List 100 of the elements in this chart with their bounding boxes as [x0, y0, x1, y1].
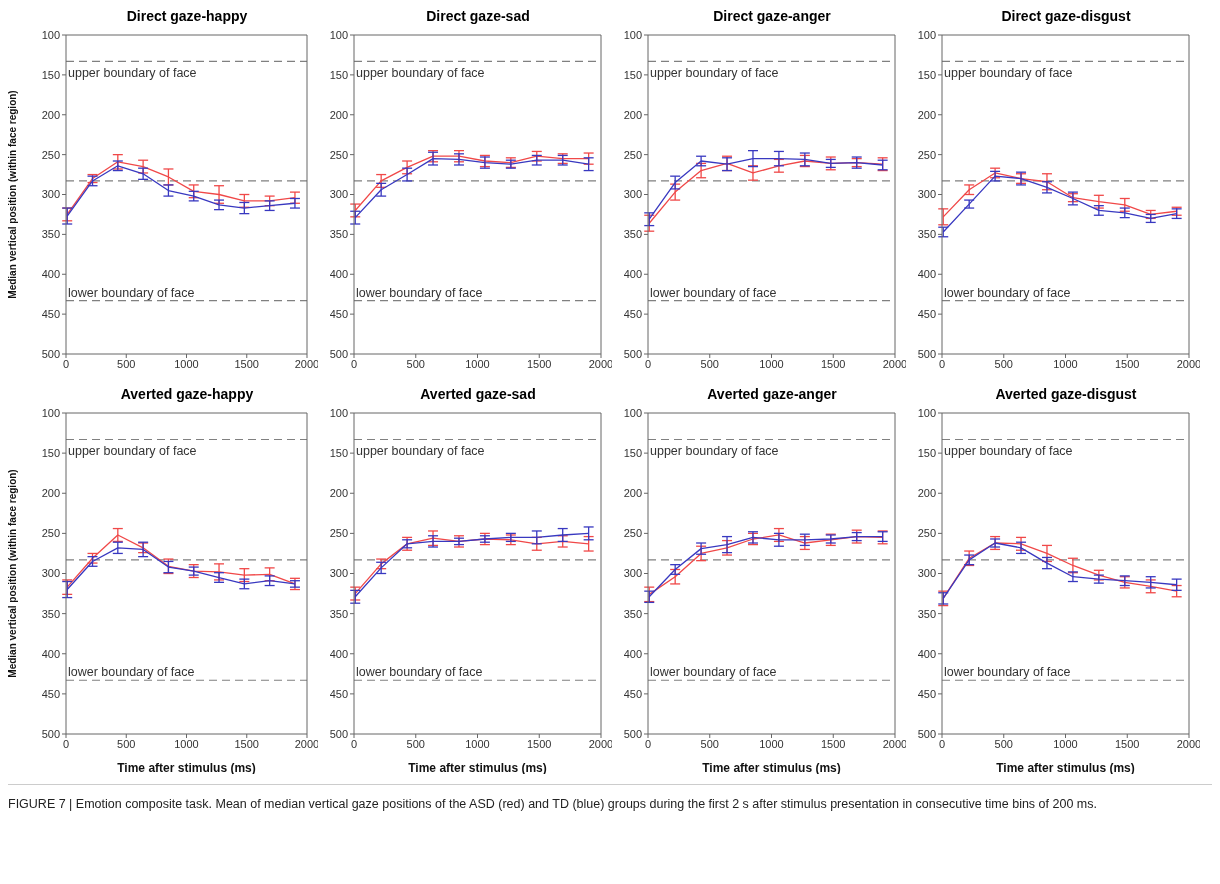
- y-tick-label: 500: [623, 347, 642, 360]
- y-tick-label: 100: [41, 28, 60, 41]
- x-tick-label: 1500: [234, 357, 259, 370]
- ref-line-label: lower boundary of face: [944, 665, 1071, 680]
- y-tick-label: 500: [329, 727, 348, 740]
- y-tick-label: 100: [623, 28, 642, 41]
- chart-title: Direct gaze-sad: [425, 8, 531, 26]
- x-tick-label: 0: [350, 357, 358, 370]
- y-tick-label: 300: [41, 567, 60, 580]
- y-tick-label: 200: [623, 108, 642, 121]
- ref-line-label: lower boundary of face: [944, 285, 1071, 300]
- y-tick-label: 350: [329, 607, 348, 620]
- y-tick-label: 150: [623, 447, 642, 460]
- x-tick-label: 1000: [174, 737, 199, 750]
- x-tick-label: 2000: [294, 737, 320, 750]
- x-tick-label: 0: [644, 737, 652, 750]
- y-tick-label: 400: [917, 647, 936, 660]
- x-tick-label: 1500: [527, 737, 552, 750]
- y-tick-label: 200: [41, 108, 60, 121]
- y-tick-label: 350: [623, 607, 642, 620]
- y-tick-label: 150: [623, 68, 642, 81]
- x-tick-label: 500: [994, 737, 1013, 750]
- caption: FIGURE 7 | Emotion composite task. Mean of median vertical gaze positions of the ASD (red) and TD (blue) groups during the first 2 s after stimulus presentation in consecutive time bins of 200 ms.: [8, 796, 1098, 813]
- ref-line-label: upper boundary of face: [68, 444, 197, 459]
- chart-title: Direct gaze-happy: [125, 8, 249, 26]
- x-tick-label: 1000: [759, 737, 784, 750]
- x-tick-label: 2000: [1176, 357, 1202, 370]
- y-tick-label: 400: [917, 268, 936, 281]
- ref-line-label: upper boundary of face: [356, 66, 485, 81]
- y-tick-label: 300: [329, 567, 348, 580]
- x-tick-label: 0: [350, 737, 358, 750]
- y-tick-label: 250: [329, 527, 348, 540]
- y-tick-label: 450: [329, 308, 348, 321]
- x-tick-label: 0: [938, 737, 946, 750]
- ref-line-label: lower boundary of face: [68, 285, 195, 300]
- y-tick-label: 500: [623, 727, 642, 740]
- y-tick-label: 250: [41, 148, 60, 161]
- y-tick-label: 400: [329, 268, 348, 281]
- x-tick-label: 1000: [1053, 737, 1078, 750]
- y-tick-label: 400: [329, 647, 348, 660]
- y-tick-label: 450: [917, 308, 936, 321]
- y-tick-label: 100: [917, 28, 936, 41]
- x-tick-label: 1000: [465, 737, 490, 750]
- x-axis-title: Time after stimulus (ms): [408, 761, 547, 775]
- y-tick-label: 350: [41, 228, 60, 241]
- ref-line-label: upper boundary of face: [944, 66, 1073, 81]
- ref-line-label: upper boundary of face: [650, 66, 779, 81]
- y-tick-label: 450: [329, 687, 348, 700]
- x-tick-label: 1000: [174, 357, 199, 370]
- y-tick-label: 200: [329, 108, 348, 121]
- y-tick-label: 150: [917, 447, 936, 460]
- y-tick-label: 400: [41, 268, 60, 281]
- x-tick-label: 2000: [882, 737, 908, 750]
- y-tick-label: 200: [329, 487, 348, 500]
- y-tick-label: 450: [41, 308, 60, 321]
- chart-title: Averted gaze-happy: [119, 386, 255, 404]
- y-tick-label: 500: [41, 727, 60, 740]
- y-tick-label: 150: [917, 68, 936, 81]
- x-tick-label: 2000: [882, 357, 908, 370]
- y-tick-label: 400: [623, 268, 642, 281]
- x-tick-label: 1500: [1115, 357, 1140, 370]
- x-tick-label: 2000: [588, 357, 614, 370]
- y-tick-label: 450: [917, 687, 936, 700]
- ref-line-label: lower boundary of face: [356, 285, 483, 300]
- ref-line-label: lower boundary of face: [650, 665, 777, 680]
- y-tick-label: 300: [41, 188, 60, 201]
- x-tick-label: 500: [406, 737, 425, 750]
- ref-line-label: lower boundary of face: [356, 665, 483, 680]
- y-tick-label: 150: [41, 68, 60, 81]
- y-tick-label: 150: [41, 447, 60, 460]
- y-tick-label: 200: [41, 487, 60, 500]
- chart-title: Averted gaze-anger: [706, 386, 838, 404]
- x-axis-title: Time after stimulus (ms): [702, 761, 841, 775]
- x-tick-label: 2000: [294, 357, 320, 370]
- x-tick-label: 2000: [588, 737, 614, 750]
- y-tick-label: 300: [623, 188, 642, 201]
- x-tick-label: 1500: [527, 357, 552, 370]
- y-tick-label: 250: [623, 527, 642, 540]
- x-tick-label: 0: [62, 357, 70, 370]
- y-tick-label: 350: [917, 607, 936, 620]
- x-tick-label: 1500: [821, 357, 846, 370]
- y-tick-label: 250: [917, 527, 936, 540]
- y-tick-label: 500: [329, 347, 348, 360]
- y-tick-label: 150: [329, 68, 348, 81]
- y-tick-label: 300: [917, 567, 936, 580]
- x-tick-label: 500: [117, 357, 136, 370]
- ref-line-label: upper boundary of face: [356, 444, 485, 459]
- y-tick-label: 200: [623, 487, 642, 500]
- y-tick-label: 200: [917, 487, 936, 500]
- y-axis-title: Median vertical position (within face region): [6, 90, 18, 299]
- chart-title: Direct gaze-anger: [712, 8, 832, 26]
- y-tick-label: 450: [623, 687, 642, 700]
- y-tick-label: 500: [917, 727, 936, 740]
- y-tick-label: 200: [917, 108, 936, 121]
- chart-title: Averted gaze-sad: [419, 386, 537, 404]
- x-tick-label: 1000: [465, 357, 490, 370]
- y-tick-label: 250: [623, 148, 642, 161]
- y-tick-label: 400: [623, 647, 642, 660]
- x-tick-label: 1500: [234, 737, 259, 750]
- ref-line-label: upper boundary of face: [944, 444, 1073, 459]
